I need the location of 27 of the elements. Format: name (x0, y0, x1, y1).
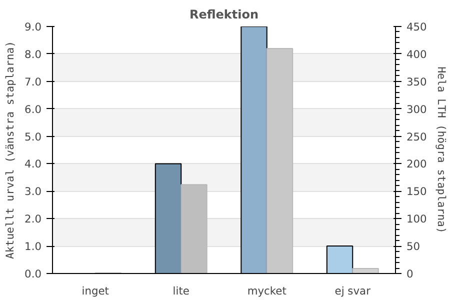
x-tick-label: lite (172, 284, 190, 298)
y2-tick-label: 100 (406, 212, 428, 226)
y2-axis-title: Hela LTH (högra staplarna) (434, 66, 448, 234)
y-tick-label: 2.0 (24, 212, 42, 226)
y-tick-label: 1.0 (24, 240, 42, 254)
y2-tick-label: 300 (406, 102, 428, 116)
y2-tick-label: 450 (406, 20, 428, 34)
y2-tick-label: 50 (406, 240, 420, 254)
chart-title: Reflektion (189, 8, 259, 22)
y-tick-label: 0.0 (24, 268, 42, 280)
y2-tick-label: 0 (406, 268, 414, 280)
y2-tick-label: 200 (406, 158, 428, 171)
y-tick-label: 8.0 (24, 48, 42, 61)
y-tick-label: 4.0 (24, 158, 42, 171)
y-tick-label: 5.0 (24, 130, 42, 144)
y2-tick-label: 350 (406, 75, 428, 88)
y-tick-label: 3.0 (24, 185, 42, 198)
x-tick-label: inget (82, 284, 109, 298)
y-axis-title: Aktuellt urval (vänstra staplarna) (4, 40, 17, 260)
y2-tick-label: 400 (406, 48, 428, 61)
x-tick-label: mycket (247, 284, 286, 298)
x-tick-label: ej svar (334, 284, 372, 298)
y-tick-label: 9.0 (24, 20, 42, 34)
y2-tick-label: 250 (406, 130, 428, 144)
y-tick-label: 7.0 (24, 75, 42, 88)
y-tick-label: 6.0 (24, 102, 42, 116)
y2-tick-label: 150 (406, 185, 428, 198)
